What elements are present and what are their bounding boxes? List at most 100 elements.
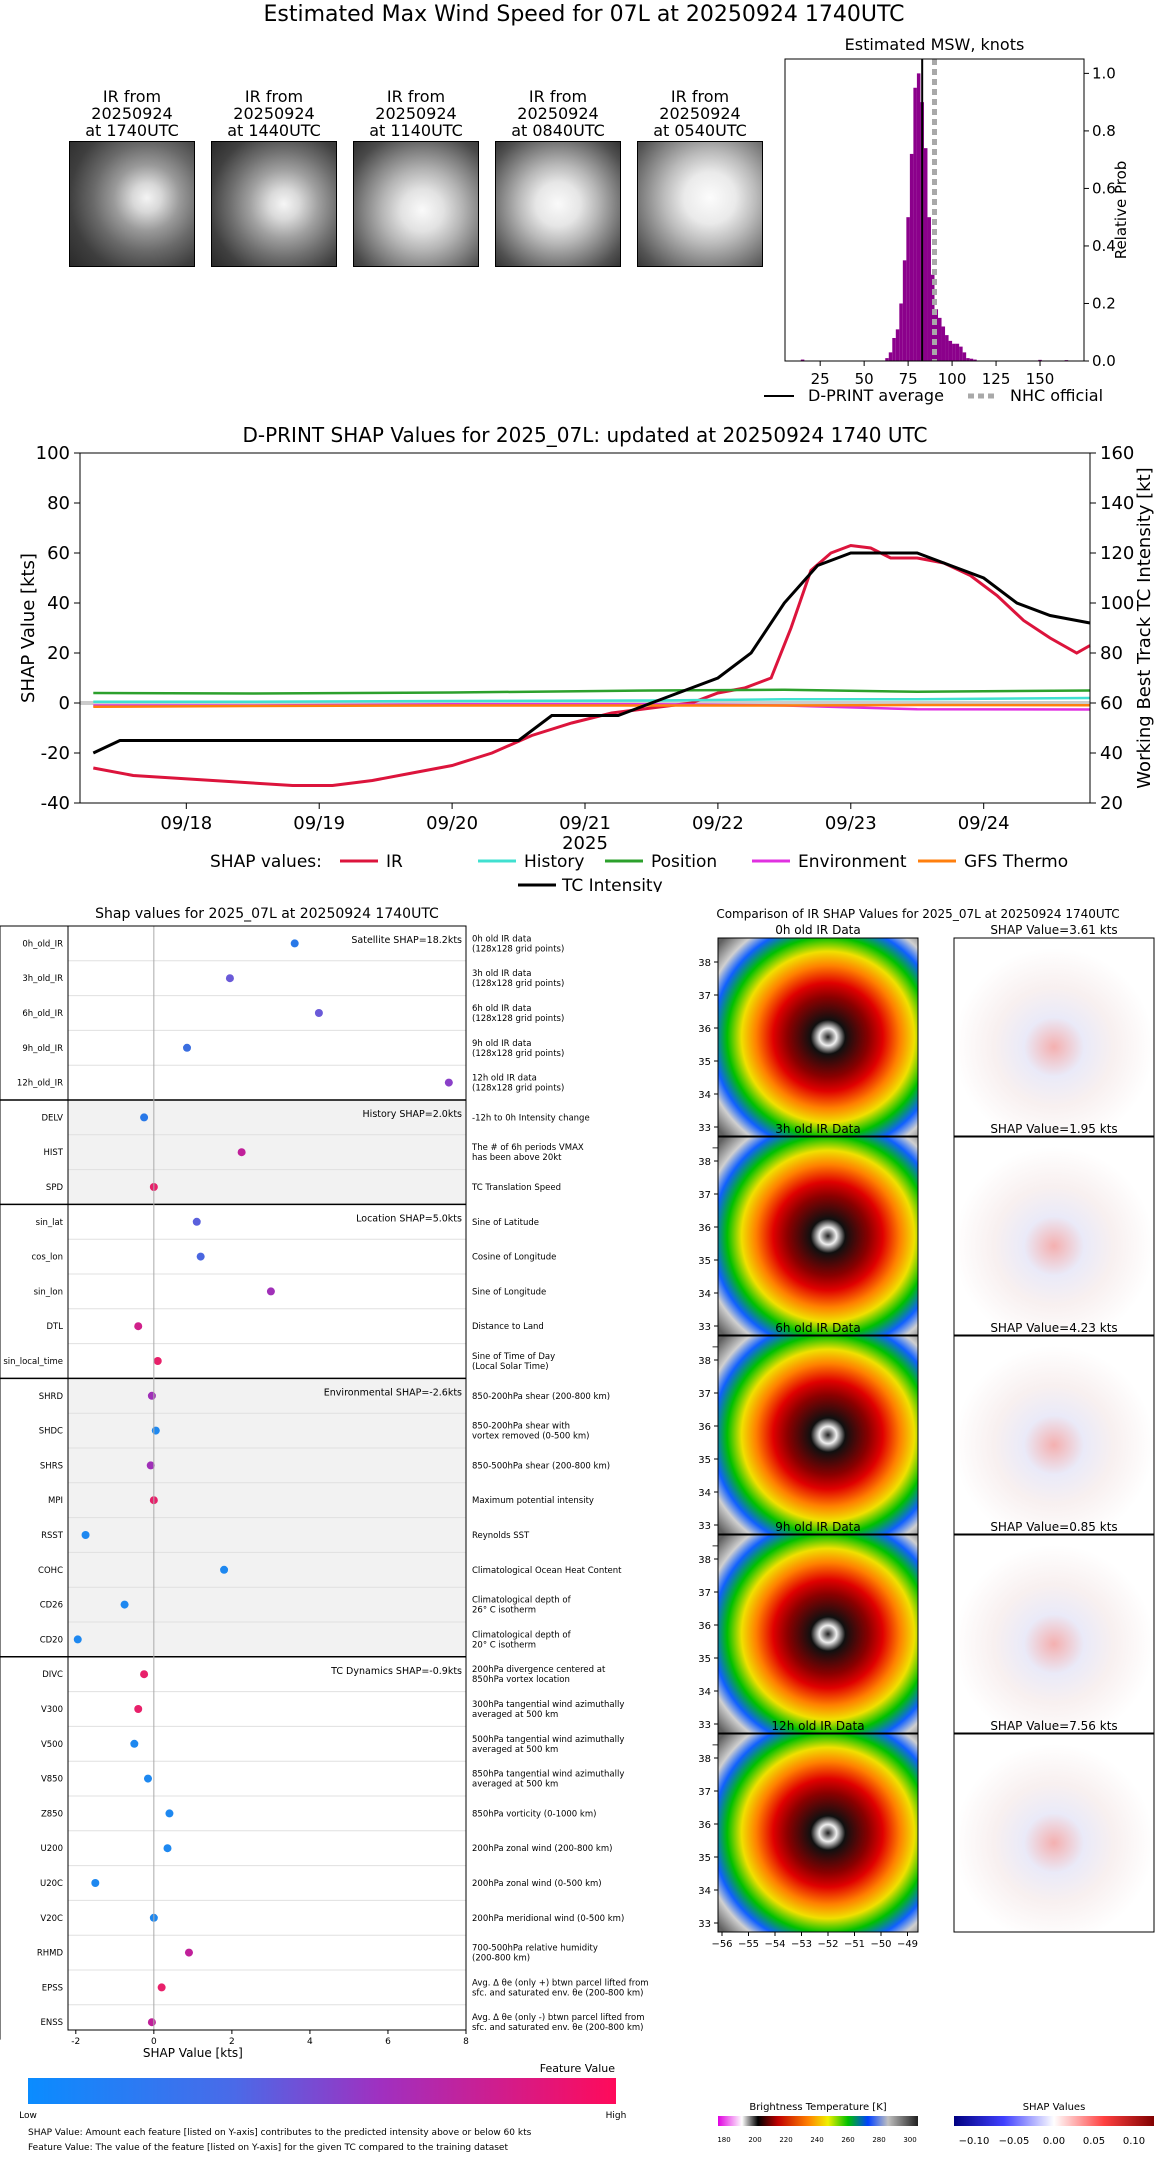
description-line: (128x128 grid points) bbox=[472, 1014, 564, 1024]
feature-name: CD20 bbox=[40, 1635, 63, 1645]
feature-description: 6h old IR data (128x128 grid points) bbox=[472, 1004, 564, 1024]
group-title: Location SHAP=5.0kts bbox=[356, 1213, 462, 1224]
ir-panel-title: 0h old IR Data bbox=[775, 923, 861, 937]
feature-description: 9h old IR data (128x128 grid points) bbox=[472, 1039, 564, 1059]
x-tick-label: −54 bbox=[764, 1939, 785, 1950]
x-tick-label: 09/18 bbox=[160, 813, 212, 834]
feature-name: sin_local_time bbox=[3, 1357, 63, 1367]
ir-image bbox=[495, 141, 621, 267]
chart-title: D-PRINT SHAP Values for 2025_07L: update… bbox=[242, 423, 927, 447]
histogram-bar bbox=[927, 217, 931, 361]
y-tick-label: 33 bbox=[698, 1521, 711, 1532]
histogram-bar bbox=[945, 335, 949, 361]
feature-point bbox=[196, 1252, 205, 1261]
description-line: averaged at 500 km bbox=[472, 1780, 558, 1790]
ir-thumbnail: IR from 20250924 at 0840UTC bbox=[495, 88, 621, 267]
series-line bbox=[93, 703, 1091, 709]
y-tick-label: 37 bbox=[698, 1389, 711, 1400]
group-band bbox=[68, 1100, 466, 1205]
thumbnail-caption: IR from 20250924 at 0540UTC bbox=[637, 88, 763, 139]
bt-tick-label: 200 bbox=[748, 2136, 761, 2144]
y-tick-label: 36 bbox=[698, 1024, 711, 1035]
description-line: TC Translation Speed bbox=[471, 1183, 561, 1193]
group-title: Environmental SHAP=-2.6kts bbox=[324, 1387, 462, 1398]
histogram-bar bbox=[895, 329, 900, 361]
ir-panel-image bbox=[717, 1534, 919, 1734]
y-tick-label: 36 bbox=[698, 1820, 711, 1831]
x-tick-label: 6 bbox=[385, 2037, 391, 2047]
description-line: Sine of Latitude bbox=[472, 1218, 539, 1228]
y-tick-label: 35 bbox=[698, 1455, 711, 1466]
description-line: 850hPa vorticity (0-1000 km) bbox=[472, 1809, 596, 1819]
ir-panel-image bbox=[717, 937, 919, 1137]
description-line: (128x128 grid points) bbox=[472, 944, 564, 954]
description-line: 6h old IR data bbox=[472, 1004, 531, 1014]
ir-panel-title: 6h old IR Data bbox=[775, 1321, 861, 1335]
feature-name: RHMD bbox=[37, 1949, 64, 1959]
caption-line: 20250924 bbox=[91, 104, 173, 123]
x-tick-label: -2 bbox=[71, 2037, 80, 2047]
feature-point bbox=[146, 1461, 155, 1470]
caption-line: IR from bbox=[102, 87, 162, 106]
description-line: 3h old IR data bbox=[472, 969, 531, 979]
feature-description: 700-500hPa relative humidity (200-800 km) bbox=[472, 1944, 598, 1964]
y-tick-label: 37 bbox=[698, 1787, 711, 1798]
x-tick-label: 8 bbox=[463, 2037, 469, 2047]
feature-point bbox=[73, 1635, 82, 1644]
feature-name: 9h_old_IR bbox=[22, 1044, 63, 1054]
histogram-bar bbox=[948, 340, 953, 361]
caption-line: IR from bbox=[386, 87, 446, 106]
feature-name: COHC bbox=[38, 1566, 63, 1576]
shap-panel-title: SHAP Value=4.23 kts bbox=[990, 1321, 1117, 1335]
x-tick-label: 50 bbox=[855, 370, 874, 388]
feature-description: The # of 6h periods VMAX has been above 2… bbox=[471, 1143, 584, 1163]
description-line: Climatological depth of bbox=[472, 1596, 572, 1606]
feature-name: V300 bbox=[41, 1705, 63, 1715]
bt-tick-label: 240 bbox=[810, 2136, 823, 2144]
description-line: averaged at 500 km bbox=[472, 1710, 558, 1720]
histogram-bar bbox=[892, 337, 896, 361]
feature-description: 12h old IR data (128x128 grid points) bbox=[472, 1074, 564, 1094]
description-line: Distance to Land bbox=[472, 1322, 544, 1332]
thumbnail-caption: IR from 20250924 at 1140UTC bbox=[353, 88, 479, 139]
feature-description: Reynolds SST bbox=[472, 1531, 530, 1541]
shap-panel-image bbox=[953, 1136, 1155, 1336]
description-line: 200hPa divergence centered at bbox=[472, 1665, 606, 1675]
feature-point bbox=[120, 1600, 129, 1609]
feature-point bbox=[266, 1287, 275, 1296]
x-tick-label: −50 bbox=[870, 1939, 891, 1950]
description-line: sfc. and saturated env. θe (200-800 km) bbox=[472, 1988, 644, 1998]
legend-label: Environment bbox=[798, 852, 907, 872]
shap-panel-image bbox=[953, 1335, 1155, 1535]
feature-point bbox=[192, 1217, 201, 1226]
description-line: 200hPa zonal wind (200-800 km) bbox=[472, 1844, 612, 1854]
description-line: (128x128 grid points) bbox=[472, 1084, 564, 1094]
feature-description: 850-500hPa shear (200-800 km) bbox=[472, 1461, 610, 1471]
series-line bbox=[93, 696, 1091, 704]
histogram-bar bbox=[800, 359, 805, 361]
feature-name: CD26 bbox=[40, 1601, 63, 1611]
y-tick-label: 36 bbox=[698, 1223, 711, 1234]
shap-tick-label: −0.05 bbox=[999, 2136, 1030, 2147]
bt-tick-label: 260 bbox=[841, 2136, 854, 2144]
y-tick-label: 100 bbox=[36, 443, 70, 464]
y-right-tick-label: 100 bbox=[1100, 593, 1134, 614]
shap-panel-title: SHAP Value=0.85 kts bbox=[990, 1520, 1117, 1534]
ir-panel-image bbox=[717, 1733, 919, 1933]
bt-tick-label: 180 bbox=[717, 2136, 730, 2144]
y-tick-label: 34 bbox=[698, 1687, 711, 1698]
feature-description: Sine of Longitude bbox=[472, 1287, 546, 1297]
feature-description: Climatological depth of 20° C isotherm bbox=[472, 1630, 572, 1650]
x-tick-label: −53 bbox=[791, 1939, 812, 1950]
feature-name: SPD bbox=[46, 1183, 64, 1193]
y-tick-label: 0.0 bbox=[1092, 352, 1116, 370]
description-line: 850hPa tangential wind azimuthally bbox=[472, 1770, 624, 1780]
feature-point bbox=[151, 1426, 160, 1435]
y-tick-label: 38 bbox=[698, 1555, 711, 1566]
feature-description: 300hPa tangential wind azimuthally averag… bbox=[472, 1700, 624, 1720]
shap-tick-label: 0.00 bbox=[1043, 2136, 1065, 2147]
thumbnail-caption: IR from 20250924 at 0840UTC bbox=[495, 88, 621, 139]
feature-name: cos_lon bbox=[31, 1253, 63, 1263]
y-right-tick-label: 140 bbox=[1100, 493, 1134, 514]
ir-panel-title: 3h old IR Data bbox=[775, 1122, 861, 1136]
